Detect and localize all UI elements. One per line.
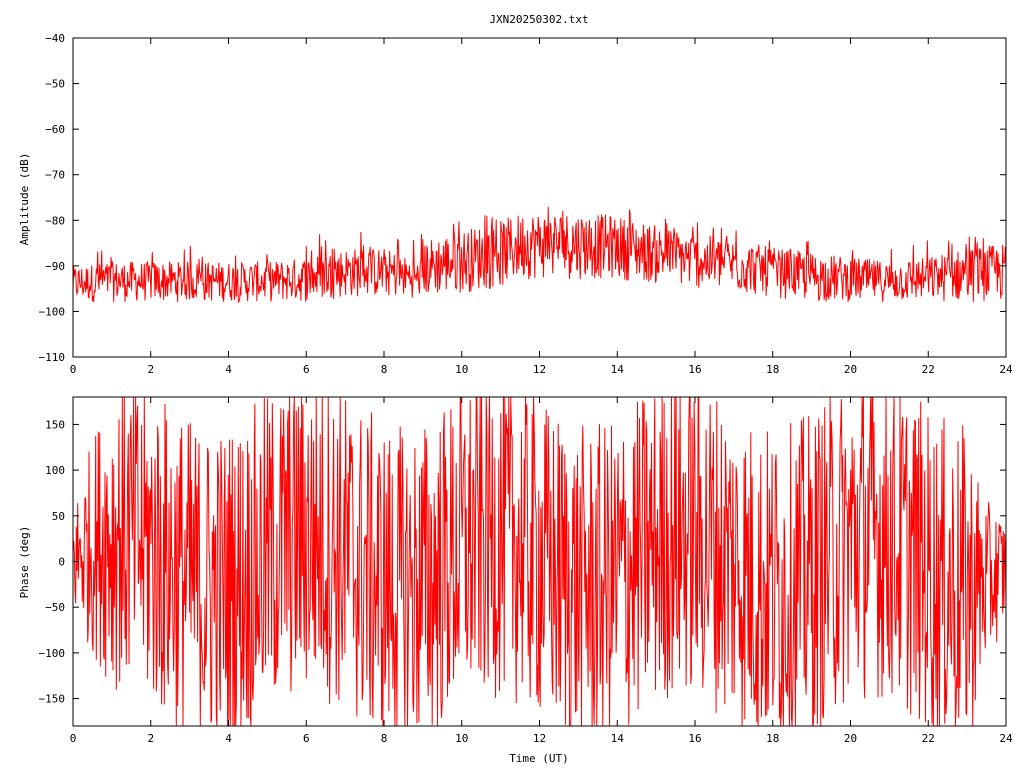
phase-x-tick-label: 8 <box>381 732 388 745</box>
phase-ticks: 0 2 4 6 8 10 12 14 16 18 20 22 24−150−100−5005010015… <box>39 397 1013 745</box>
phase-y-tick-label: −50 <box>45 601 65 614</box>
phase-x-tick-label: 14 <box>611 732 625 745</box>
x-axis-label: Time (UT) <box>509 752 569 765</box>
amplitude-series <box>72 206 1007 304</box>
amplitude-y-tick-label: −40 <box>45 32 65 45</box>
phase-y-tick-label: −100 <box>39 647 66 660</box>
amplitude-y-tick-label: −100 <box>39 305 66 318</box>
amplitude-y-tick-label: −50 <box>45 78 65 91</box>
phase-x-tick-label: 10 <box>455 732 468 745</box>
amplitude-x-tick-label: 24 <box>999 363 1013 376</box>
amplitude-x-tick-label: 8 <box>381 363 388 376</box>
phase-x-tick-label: 18 <box>766 732 779 745</box>
phase-y-axis-label: Phase (deg) <box>18 526 31 599</box>
phase-x-tick-label: 4 <box>225 732 232 745</box>
amplitude-x-tick-label: 10 <box>455 363 468 376</box>
phase-x-tick-label: 20 <box>844 732 857 745</box>
phase-x-tick-label: 12 <box>533 732 546 745</box>
amplitude-y-tick-label: −90 <box>45 260 65 273</box>
phase-series-line <box>72 396 1007 727</box>
amplitude-series-line <box>72 206 1007 304</box>
amplitude-y-axis-label: Amplitude (dB) <box>18 153 31 246</box>
amplitude-x-tick-label: 0 <box>70 363 77 376</box>
amplitude-x-tick-label: 16 <box>688 363 701 376</box>
phase-series <box>72 396 1007 727</box>
phase-panel: 0 2 4 6 8 10 12 14 16 18 20 22 24−150−100−5005010015… <box>18 396 1013 745</box>
phase-x-tick-label: 22 <box>922 732 935 745</box>
phase-y-tick-label: −150 <box>39 693 66 706</box>
amplitude-x-tick-label: 2 <box>147 363 154 376</box>
phase-x-tick-label: 2 <box>147 732 154 745</box>
amplitude-x-tick-label: 12 <box>533 363 546 376</box>
phase-x-tick-label: 6 <box>303 732 310 745</box>
amplitude-y-tick-label: −60 <box>45 123 65 136</box>
chart-title: JXN20250302.txt <box>489 13 588 26</box>
amplitude-y-tick-label: −110 <box>39 351 66 364</box>
amplitude-x-tick-label: 6 <box>303 363 310 376</box>
phase-x-tick-label: 0 <box>70 732 77 745</box>
phase-x-tick-label: 16 <box>688 732 701 745</box>
phase-y-tick-label: 100 <box>45 464 65 477</box>
phase-y-tick-label: 50 <box>52 510 65 523</box>
amplitude-x-tick-label: 14 <box>611 363 625 376</box>
amplitude-ticks: 0 2 4 6 8 10 12 14 16 18 20 22 24−110−100−90−80−70−6… <box>39 32 1013 376</box>
amplitude-x-tick-label: 4 <box>225 363 232 376</box>
amplitude-y-tick-label: −80 <box>45 214 65 227</box>
amplitude-y-tick-label: −70 <box>45 169 65 182</box>
phase-y-tick-label: 0 <box>58 556 65 569</box>
amplitude-x-tick-label: 18 <box>766 363 779 376</box>
phase-x-tick-label: 24 <box>999 732 1013 745</box>
phase-y-tick-label: 150 <box>45 418 65 431</box>
amplitude-x-tick-label: 22 <box>922 363 935 376</box>
amplitude-x-tick-label: 20 <box>844 363 857 376</box>
amplitude-panel: 0 2 4 6 8 10 12 14 16 18 20 22 24−110−100−90−80−70−6… <box>18 32 1013 376</box>
